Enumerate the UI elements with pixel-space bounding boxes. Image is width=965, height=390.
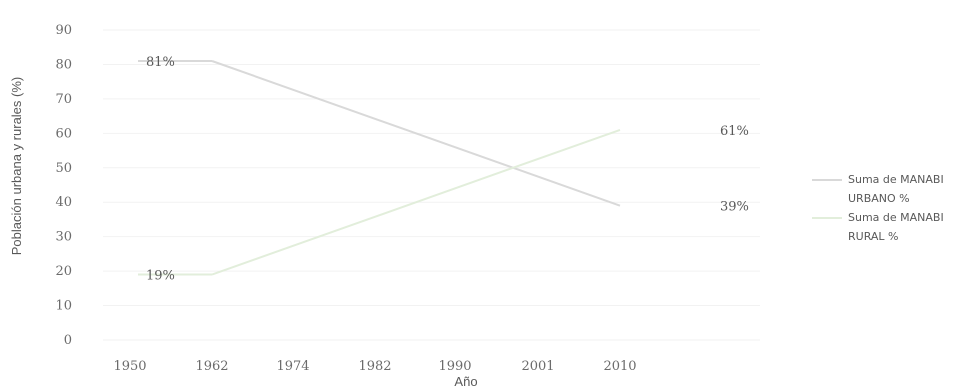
series-lines [138,60,621,276]
x-tick-label: 2010 [603,359,636,374]
x-axis-title: Año [454,374,477,389]
x-tick-label: 1962 [195,359,228,374]
y-axis-ticks: 0 10 20 30 40 50 60 70 80 90 [55,23,72,348]
gridlines [103,29,760,341]
legend-swatch-rural [812,217,842,219]
y-tick-label: 80 [55,57,72,72]
data-label: 19% [146,269,175,284]
y-tick-label: 10 [55,299,72,314]
legend-item-urbano: Suma de MANABI URBANO % [812,170,957,208]
y-tick-label: 40 [55,195,72,210]
data-label: 61% [720,124,749,139]
x-tick-label: 2001 [521,359,554,374]
x-tick-label: 1982 [358,359,391,374]
y-tick-label: 0 [64,333,72,348]
legend-item-rural: Suma de MANABI RURAL % [812,208,957,246]
x-axis-ticks: 1950 1962 1974 1982 1990 2001 2010 [113,359,636,374]
data-label: 81% [146,55,175,70]
y-axis-title: Población urbana y rurales (%) [9,77,24,255]
series-line-rural [211,128,621,276]
y-tick-label: 60 [55,126,72,141]
series-line-urbano [211,60,621,207]
y-tick-label: 70 [55,92,72,107]
y-tick-label: 20 [55,264,72,279]
x-tick-label: 1990 [438,359,471,374]
legend-label-urbano: Suma de MANABI URBANO % [848,173,944,205]
y-tick-label: 30 [55,230,72,245]
data-labels: 81% 19% 61% 39% [146,55,749,284]
y-tick-label: 50 [55,161,72,176]
legend-swatch-urbano [812,179,842,181]
y-tick-label: 90 [55,23,72,38]
legend: Suma de MANABI URBANO % Suma de MANABI R… [812,170,957,246]
x-tick-label: 1974 [276,359,309,374]
data-label: 39% [720,200,749,215]
x-tick-label: 1950 [113,359,146,374]
legend-label-rural: Suma de MANABI RURAL % [848,211,944,243]
